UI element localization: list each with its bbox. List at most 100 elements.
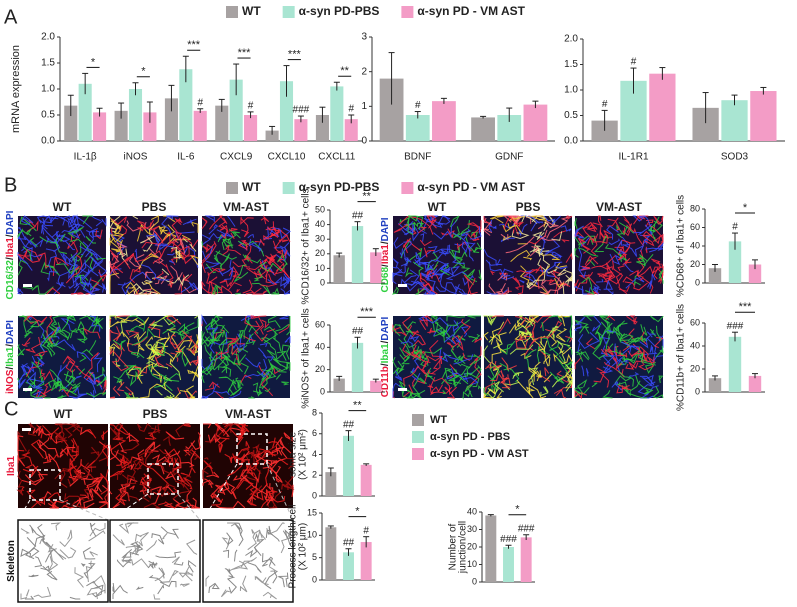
cell-process [638,352,653,365]
cell-process [268,500,278,509]
cell-process [116,317,129,324]
cell-process [439,262,450,276]
cell-process [253,268,263,282]
cell-process [171,556,180,565]
cell-process [163,381,167,390]
cell-process [245,357,261,368]
cell-process [605,337,614,354]
cell-process [208,582,220,594]
cell-process [201,234,212,246]
cell-process [593,373,605,383]
cell-process [178,278,190,291]
y-axis-label: Process length/cell [288,505,299,589]
cell-process [600,345,614,357]
cell-process [100,430,109,441]
cell-process [62,355,76,371]
cell-process [112,534,125,546]
cell-process [452,321,463,336]
cell-process [607,218,621,231]
cell-process [129,266,141,284]
bar [244,115,258,141]
cell-process [109,315,117,320]
y-axis-label: %CD11b+ of Iba1+ cells [676,304,687,411]
cell-process [227,453,246,477]
cell-process [50,215,57,223]
cell-process [395,370,403,382]
cell-process [408,341,413,347]
cell-process [418,262,428,265]
cell-process [519,265,530,285]
cell-process [121,549,139,558]
cell-process [188,243,197,252]
cell-process [565,344,573,355]
cell-process [426,215,437,226]
y-axis-label: Number of [448,523,459,570]
y-tick-label: 20 [315,364,325,374]
cell-process [182,237,188,243]
cell-process [29,237,38,247]
cell-process [161,215,179,236]
cell-process [232,261,246,268]
bar [370,252,382,283]
cell-process [166,215,174,220]
bar [325,527,337,580]
cell-process [20,528,30,534]
micrograph [201,314,291,399]
y-tick-label: 40 [315,219,325,229]
cell-process [169,362,182,381]
cell-process [593,235,610,253]
cell-process [158,225,171,237]
cell-process [20,215,34,226]
cell-process [121,559,132,564]
cell-process [149,561,156,569]
cell-process [218,376,237,387]
cell-process [246,465,261,484]
cell-process [146,291,159,296]
cell-process [208,224,219,235]
cell-process [209,342,215,354]
significance-label: * [515,504,520,516]
cell-process [558,346,572,355]
cell-process [467,315,481,319]
cell-process [154,567,166,582]
cell-process [155,243,160,253]
column-label: WT [428,200,447,214]
cell-process [131,351,145,359]
cell-process [261,260,275,275]
cell-process [523,270,533,278]
significance-flag: ### [500,534,517,545]
cell-process [478,269,482,281]
cell-process [600,321,609,333]
cell-process [452,320,460,332]
cell-process [76,259,87,276]
cell-process [632,215,646,222]
cell-process [60,216,79,232]
cell-process [109,272,119,294]
cell-process [80,282,94,295]
cell-process [539,337,559,358]
cell-process [153,270,164,281]
zoom-box [29,469,61,501]
cell-process [566,330,572,343]
cell-process [240,362,249,375]
cell-process [496,215,504,218]
cell-process [207,276,218,289]
cell-process [100,473,104,481]
micrograph [391,215,483,296]
legend-swatch [401,182,414,194]
cell-process [191,449,201,459]
cell-process [29,524,46,540]
cell-process [260,325,265,335]
cell-process [453,354,474,365]
x-tick-label: iNOS [124,152,148,163]
cell-process [437,215,451,226]
y-tick-label: 40 [690,240,700,250]
cell-process [638,356,655,371]
cell-process [241,259,250,268]
cell-process [423,247,435,258]
cell-process [26,489,39,509]
cell-process [574,248,579,258]
cell-process [540,229,556,241]
y-tick-label: 2.0 [41,32,55,43]
significance-flag: # [631,57,637,68]
